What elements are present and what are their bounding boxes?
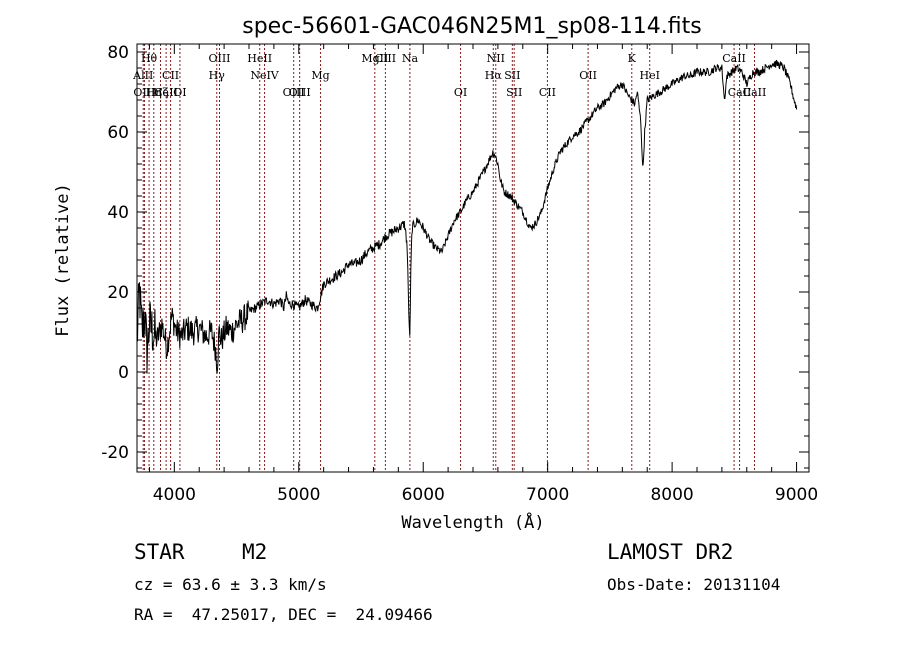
y-tick-label: 60 xyxy=(107,123,129,143)
spectral-line-label: OIII xyxy=(289,86,311,99)
y-tick-label: 0 xyxy=(118,363,129,383)
y-tick-label: 80 xyxy=(107,43,129,63)
y-axis-ticks: -20 0 20 40 60 80 xyxy=(101,43,809,469)
spectral-line-label: CIII xyxy=(375,52,396,65)
spectral-line-label: CaII xyxy=(154,86,178,99)
spectral-line-markers xyxy=(142,44,755,472)
spectral-line-label: HeII xyxy=(247,52,272,65)
spectral-line-label: SII xyxy=(506,86,522,99)
spectral-line-label: Mg xyxy=(311,69,329,82)
spectral-line-label: CaII xyxy=(728,86,752,99)
spectral-line-label: NII xyxy=(487,52,505,65)
spectral-line-label: Hα xyxy=(485,69,503,82)
spectral-line-label: OIII xyxy=(133,86,155,99)
spectral-line-label: MgII xyxy=(361,52,388,65)
spectrum-line xyxy=(136,59,798,374)
spectral-line-label: CaII xyxy=(722,52,746,65)
spectral-line-label: NeIV xyxy=(250,69,279,82)
x-tick-label: 6000 xyxy=(402,485,445,505)
spectral-line-label: OI xyxy=(173,86,186,99)
spectral-line-label: CII xyxy=(539,86,556,99)
spectral-line-label: K xyxy=(628,52,637,65)
spectral-line-label: OI xyxy=(454,86,467,99)
object-subclass: M2 xyxy=(242,540,268,564)
x-tick-label: 4000 xyxy=(153,485,196,505)
y-axis-label: Flux (relative) xyxy=(53,183,73,337)
y-tick-label: -20 xyxy=(101,443,129,463)
spectral-line-labels: HθAlIIOIIIHηHζCaIICIIOIOIIIHγHeIINeIVOII… xyxy=(132,52,766,99)
spectral-line-label: Hζ xyxy=(153,86,169,99)
spectral-line-label: SII xyxy=(504,69,520,82)
x-tick-label: 8000 xyxy=(650,485,693,505)
object-type: STAR xyxy=(134,540,185,564)
spectral-line-label: Hη xyxy=(146,86,162,99)
spectral-line-label: OIII xyxy=(283,86,305,99)
redshift-cz: cz = 63.6 ± 3.3 km/s xyxy=(134,575,327,594)
spectral-line-label: Hγ xyxy=(209,69,226,82)
spectral-line-label: OIII xyxy=(208,52,230,65)
spectral-line-label: AlII xyxy=(132,69,153,82)
y-tick-label: 40 xyxy=(107,203,129,223)
x-axis-label: Wavelength (Å) xyxy=(401,511,544,533)
spectral-line-label: HeI xyxy=(639,69,659,82)
x-tick-label: 5000 xyxy=(277,485,320,505)
x-axis-ticks: 4000 5000 6000 7000 8000 9000 xyxy=(148,44,818,505)
chart-title: spec-56601-GAC046N25M1_sp08-114.fits xyxy=(242,14,702,39)
spectral-line-label: CaII xyxy=(743,86,767,99)
spectral-line-label: Na xyxy=(402,52,419,65)
coordinates: RA = 47.25017, DEC = 24.09466 xyxy=(134,605,433,624)
y-tick-label: 20 xyxy=(107,283,129,303)
spectral-line-label: Hθ xyxy=(141,52,158,65)
spectral-line-label: CII xyxy=(162,69,179,82)
survey-name: LAMOST DR2 xyxy=(607,540,734,564)
x-tick-label: 9000 xyxy=(775,485,818,505)
spectral-line-label: OII xyxy=(579,69,597,82)
observation-date: Obs-Date: 20131104 xyxy=(607,575,781,594)
plot-frame xyxy=(136,43,810,473)
x-tick-label: 7000 xyxy=(526,485,569,505)
